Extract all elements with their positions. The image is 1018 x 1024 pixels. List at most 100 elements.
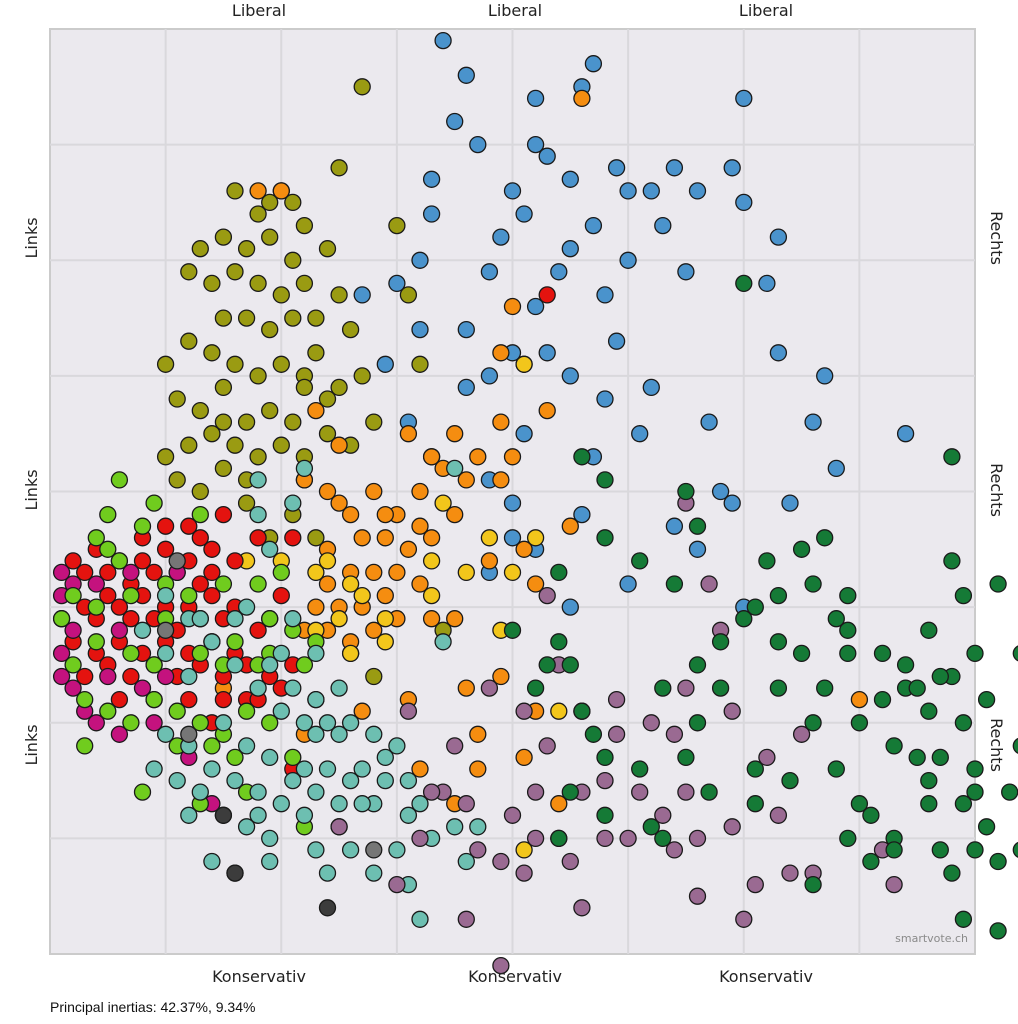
point-purple <box>388 875 406 894</box>
left-label-1: Links <box>22 217 41 258</box>
point-blue <box>446 112 464 131</box>
point-teal <box>295 760 314 778</box>
point-purple <box>723 702 741 720</box>
left-label-3: Links <box>22 724 41 765</box>
point-purple <box>526 783 545 801</box>
point-olive <box>237 309 256 327</box>
point-purple <box>503 806 522 824</box>
point-darkgreen <box>503 621 522 639</box>
right-label-2: Rechts <box>987 463 1006 517</box>
point-teal <box>330 795 348 813</box>
point-darkgreen <box>746 598 764 616</box>
point-olive <box>284 251 302 269</box>
point-olive <box>214 309 233 327</box>
point-blue <box>434 31 452 50</box>
point-darkgreen <box>758 552 776 570</box>
point-blue <box>457 66 475 84</box>
point-red <box>272 586 290 605</box>
point-darkgreen <box>896 656 915 674</box>
point-blue <box>677 263 695 281</box>
point-darkgreen <box>908 679 926 697</box>
point-blue <box>422 205 441 223</box>
point-darkgreen <box>920 702 938 720</box>
point-lightgreen <box>145 494 163 512</box>
point-darkgreen <box>550 829 568 848</box>
point-orange <box>272 182 290 200</box>
point-purple <box>769 806 788 824</box>
point-lightgreen <box>76 690 94 709</box>
point-red <box>191 575 209 593</box>
point-orange <box>850 690 869 709</box>
point-darkgreen <box>677 482 695 501</box>
point-darkgreen <box>954 795 973 813</box>
point-darkgreen <box>561 656 579 674</box>
point-purple <box>746 875 764 894</box>
point-yellow <box>341 575 360 593</box>
point-orange <box>422 529 441 547</box>
point-lightgreen <box>237 702 256 720</box>
point-magenta <box>110 725 129 743</box>
point-blue <box>781 494 799 512</box>
point-red <box>122 667 140 686</box>
point-orange <box>307 598 325 616</box>
point-yellow <box>480 529 499 547</box>
point-darkgreen <box>746 760 764 778</box>
point-teal <box>249 679 267 697</box>
point-blue <box>642 378 660 397</box>
point-purple <box>792 725 811 743</box>
point-teal <box>434 633 452 651</box>
point-yellow <box>341 644 360 663</box>
point-purple <box>677 783 695 801</box>
point-blue <box>538 147 556 165</box>
point-olive <box>168 471 186 489</box>
point-red <box>203 540 221 558</box>
point-teal <box>365 725 383 743</box>
point-purple <box>446 737 464 755</box>
point-darkgreen <box>943 552 961 570</box>
point-blue <box>758 274 776 293</box>
point-teal <box>411 795 429 813</box>
point-teal <box>272 795 290 813</box>
point-orange <box>446 505 464 524</box>
point-red <box>99 586 117 605</box>
point-orange <box>561 517 579 535</box>
point-lightgreen <box>87 633 105 651</box>
point-darkgreen <box>1001 783 1018 801</box>
point-olive <box>284 309 302 327</box>
point-lightgreen <box>64 656 82 674</box>
point-teal <box>411 910 429 928</box>
point-darkgreen <box>989 852 1007 871</box>
point-darkgreen <box>688 517 707 535</box>
point-purple <box>665 841 684 859</box>
point-teal <box>469 818 487 836</box>
point-purple <box>665 725 684 743</box>
point-teal <box>203 760 221 778</box>
point-red <box>226 552 244 570</box>
point-blue <box>642 182 660 200</box>
point-blue <box>723 159 741 177</box>
point-blue <box>804 413 822 431</box>
point-lightgreen <box>87 598 105 616</box>
point-teal <box>399 806 418 824</box>
point-purple <box>654 806 672 824</box>
point-olive <box>307 529 325 547</box>
point-darkgreen <box>873 644 892 663</box>
point-orange <box>457 471 475 489</box>
point-olive <box>399 286 418 304</box>
point-teal <box>226 771 244 790</box>
point-orange <box>399 540 418 558</box>
point-purple <box>526 829 545 848</box>
point-darkgreen <box>954 586 973 605</box>
point-orange <box>550 795 568 813</box>
point-lightgreen <box>76 737 94 755</box>
point-teal <box>376 771 394 790</box>
point-purple <box>457 795 475 813</box>
point-red <box>249 621 267 639</box>
point-purple <box>457 910 475 928</box>
point-red <box>76 563 94 582</box>
point-olive <box>214 228 233 246</box>
point-olive <box>237 413 256 431</box>
point-teal <box>249 471 267 489</box>
principal-inertias: Principal inertias: 42.37%, 9.34% <box>50 999 256 1015</box>
point-teal <box>237 818 256 836</box>
